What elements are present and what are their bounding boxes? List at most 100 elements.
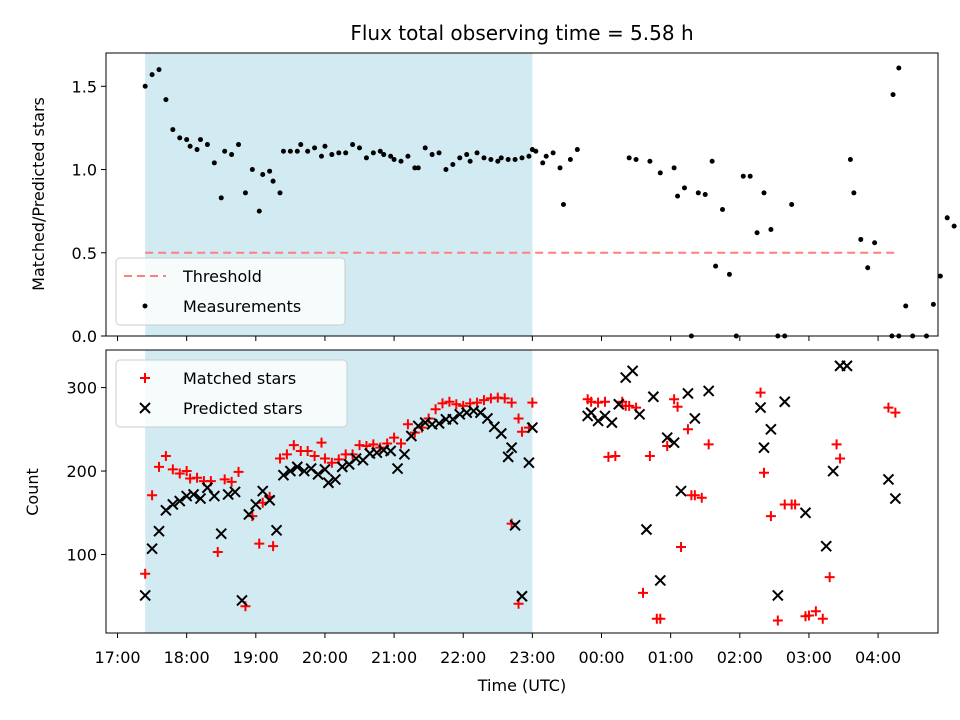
- measurement-point: [229, 152, 235, 158]
- predicted-star-marker: [799, 507, 812, 519]
- predicted-star-marker: [526, 421, 539, 434]
- measurement-point: [647, 158, 653, 164]
- legend-predicted-label: Predicted stars: [183, 399, 303, 418]
- measurement-point: [761, 190, 767, 196]
- matched-star-marker: [527, 397, 538, 408]
- measurement-point: [211, 160, 217, 166]
- legend-threshold-label: Threshold: [182, 267, 262, 286]
- bottom-y-tick-label: 100: [66, 546, 97, 565]
- top-y-axis: 0.0 0.5 1.0 1.5: [72, 77, 106, 346]
- matched-star-marker: [402, 419, 413, 430]
- x-tick-label: 23:00: [509, 648, 555, 667]
- predicted-star-marker: [284, 465, 297, 477]
- predicted-star-marker: [505, 441, 518, 454]
- bottom-y-tick-label: 300: [66, 379, 97, 398]
- predicted-star-marker: [146, 542, 158, 555]
- chart-title: Flux total observing time = 5.58 h: [350, 21, 693, 45]
- measurement-point: [495, 158, 501, 164]
- measurements-points: [142, 65, 957, 339]
- measurement-point: [177, 135, 183, 141]
- legend-measurements-swatch: [142, 303, 148, 309]
- matched-star-marker: [437, 398, 448, 409]
- predicted-star-marker: [229, 486, 241, 498]
- measurement-point: [481, 155, 487, 161]
- predicted-star-marker: [661, 431, 673, 444]
- predicted-star-marker: [481, 412, 494, 425]
- measurement-point: [740, 173, 746, 179]
- measurement-point: [681, 185, 687, 191]
- matched-star-marker: [689, 490, 700, 501]
- measurement-point: [388, 153, 394, 159]
- predicted-star-marker: [194, 492, 207, 505]
- measurement-point: [187, 143, 193, 149]
- measurement-point: [194, 147, 200, 153]
- predicted-star-marker: [509, 519, 521, 532]
- matched-star-marker: [389, 432, 400, 443]
- measurement-point: [336, 150, 342, 156]
- predicted-star-marker: [495, 427, 507, 440]
- predicted-star-marker: [765, 423, 777, 436]
- top-legend-box: [115, 257, 346, 326]
- predicted-star-marker: [516, 590, 528, 602]
- matched-star-marker: [599, 396, 610, 407]
- predicted-star-marker: [467, 405, 480, 417]
- matched-star-marker: [167, 464, 178, 475]
- matched-star-marker: [655, 613, 666, 624]
- matched-star-marker: [140, 568, 151, 579]
- measurement-point: [256, 208, 262, 214]
- matched-star-marker: [368, 439, 379, 450]
- measurement-point: [405, 153, 411, 159]
- measurement-point: [519, 155, 525, 161]
- matched-star-marker: [309, 451, 320, 462]
- measurement-point: [184, 137, 190, 143]
- predicted-star-marker: [606, 416, 618, 429]
- legend-matched-swatch: [140, 373, 150, 383]
- predicted-star-marker: [758, 441, 770, 454]
- matched-star-marker: [506, 397, 517, 408]
- bottom-x-axis: 17:00 18:00 19:00 20:00 21:00 22:00 23:00 00:00…: [94, 633, 901, 667]
- predicted-star-marker: [647, 391, 660, 403]
- matched-star-marker: [174, 468, 185, 479]
- matched-star-marker: [637, 587, 648, 598]
- matched-star-marker: [790, 499, 801, 510]
- measurement-point: [267, 168, 273, 174]
- predicted-star-marker: [433, 417, 445, 430]
- predicted-star-marker: [312, 468, 324, 481]
- measurement-point: [896, 65, 902, 71]
- predicted-star-marker: [187, 488, 200, 501]
- measurement-point: [851, 190, 857, 196]
- predicted-star-marker: [222, 488, 234, 501]
- predicted-star-marker: [412, 420, 424, 432]
- measurement-point: [709, 158, 715, 164]
- measurement-point: [890, 92, 896, 98]
- measurement-point: [270, 178, 276, 184]
- measurement-point: [415, 165, 421, 171]
- measurement-point: [318, 153, 324, 159]
- bottom-legend-box: [115, 359, 348, 428]
- measurement-point: [675, 193, 681, 199]
- measurement-point: [218, 195, 224, 201]
- matched-star-marker: [247, 511, 258, 522]
- x-tick-label: 19:00: [233, 648, 279, 667]
- matched-star-marker: [499, 393, 510, 404]
- predicted-star-marker: [754, 401, 767, 414]
- measurement-point: [242, 190, 248, 196]
- bottom-plot-frame: [105, 349, 939, 634]
- measurement-point: [457, 155, 463, 161]
- matched-star-marker: [472, 397, 483, 408]
- predicted-star-marker: [236, 594, 248, 607]
- measurement-point: [858, 236, 864, 242]
- predicted-star-marker: [405, 430, 418, 442]
- x-tick-label: 21:00: [371, 648, 417, 667]
- matched-star-marker: [192, 472, 203, 483]
- matched-star-marker: [316, 437, 327, 448]
- predicted-star-marker: [243, 508, 255, 521]
- bottom-panel: 100 200 300 17:00 18:00 19:00 20:00 21:00 22:00…: [23, 349, 939, 695]
- predicted-star-marker: [298, 465, 310, 477]
- top-y-tick-label: 0.0: [72, 327, 97, 346]
- measurement-point: [163, 97, 169, 103]
- measurement-point: [464, 152, 470, 158]
- measurement-point: [768, 226, 774, 232]
- measurement-point: [937, 273, 943, 279]
